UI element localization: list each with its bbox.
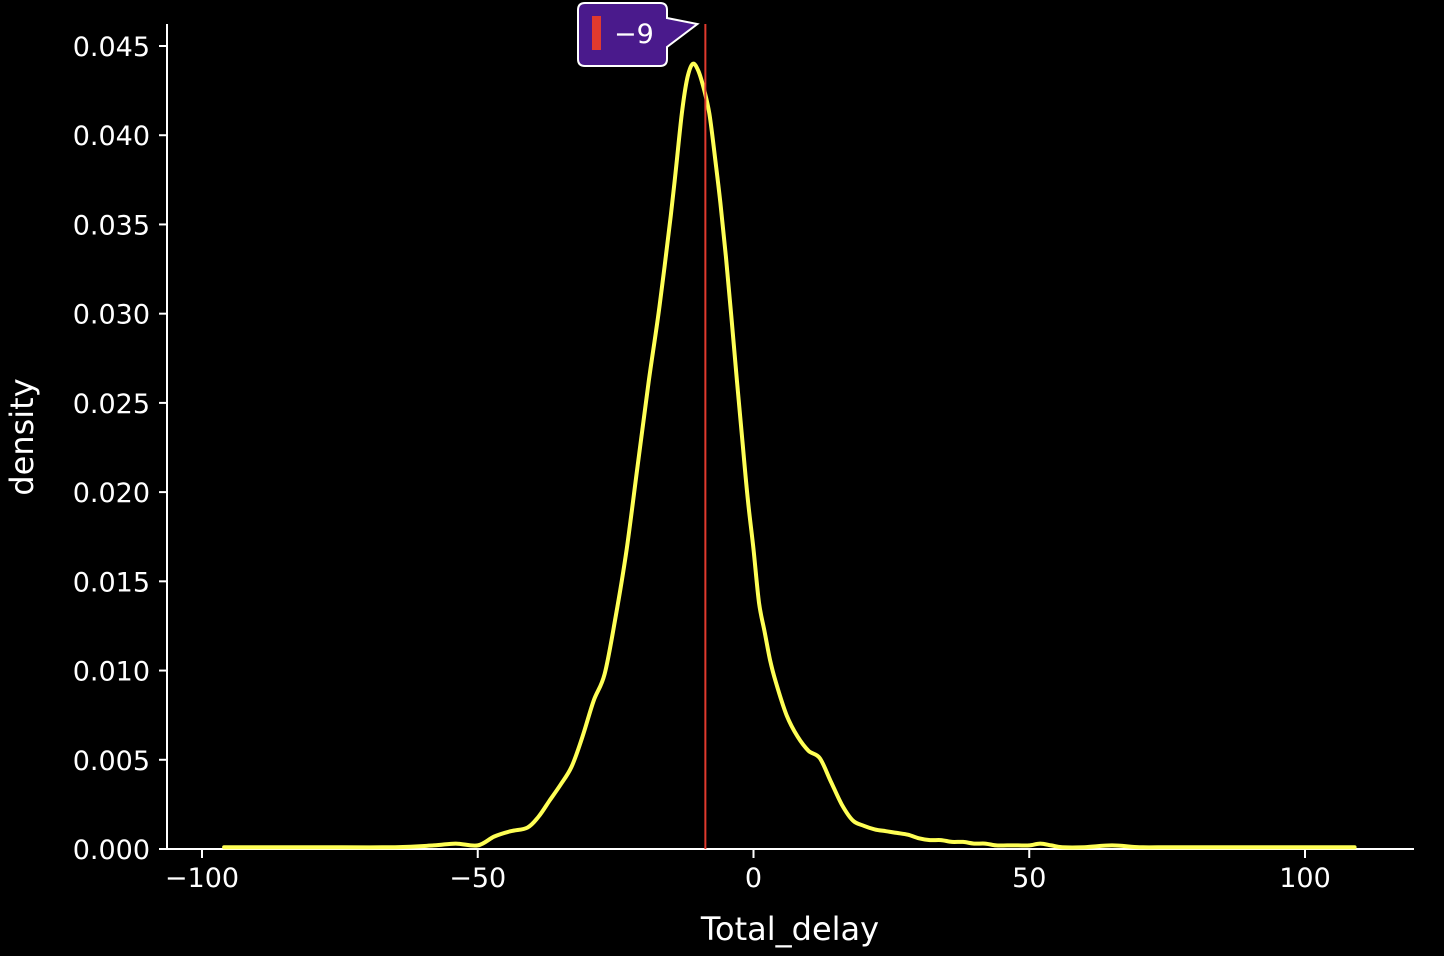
y-tick-label: 0.010 [73, 657, 150, 688]
tooltip-label: −9 [614, 19, 654, 50]
y-tick-label: 0.040 [73, 121, 150, 152]
y-tick-label: 0.025 [73, 389, 150, 420]
x-axis-title: Total_delay [700, 910, 879, 948]
tooltip-box [577, 2, 700, 67]
x-ticks: −100 −50 0 50 100 [165, 849, 1331, 894]
series-layer [222, 61, 1357, 850]
y-tick-label: 0.045 [73, 32, 150, 63]
y-tick-label: 0.000 [73, 835, 150, 866]
axes: 0.000 0.005 0.010 0.015 0.020 0.025 0.030 0.035… [73, 24, 1414, 894]
x-tick-label: 50 [1012, 863, 1046, 894]
y-tick-label: 0.030 [73, 300, 150, 331]
y-axis-title: density [3, 378, 41, 495]
y-tick-label: 0.020 [73, 478, 150, 509]
y-tick-label: 0.005 [73, 746, 150, 777]
y-tick-label: 0.015 [73, 567, 150, 598]
tooltip-swatch [592, 16, 601, 50]
marker-tooltip: −9 [577, 2, 700, 67]
x-tick-label: −50 [449, 863, 506, 894]
density-curve [222, 61, 1357, 850]
y-ticks: 0.000 0.005 0.010 0.015 0.020 0.025 0.030 0.035… [73, 32, 167, 866]
x-tick-label: −100 [165, 863, 239, 894]
marker-layer: −9 [577, 2, 707, 849]
x-tick-label: 100 [1279, 863, 1331, 894]
y-tick-label: 0.035 [73, 210, 150, 241]
x-tick-label: 0 [745, 863, 762, 894]
